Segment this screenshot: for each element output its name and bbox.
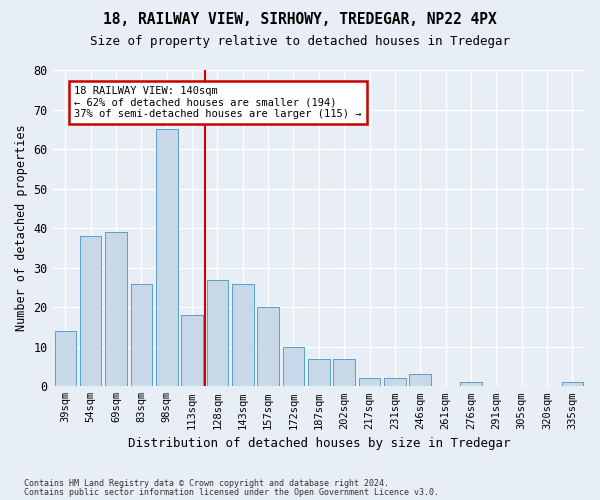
Text: 18, RAILWAY VIEW, SIRHOWY, TREDEGAR, NP22 4PX: 18, RAILWAY VIEW, SIRHOWY, TREDEGAR, NP2… — [103, 12, 497, 28]
X-axis label: Distribution of detached houses by size in Tredegar: Distribution of detached houses by size … — [128, 437, 510, 450]
Bar — [562, 382, 583, 386]
Bar — [156, 130, 178, 386]
Bar — [232, 284, 254, 387]
Bar — [105, 232, 127, 386]
Text: Size of property relative to detached houses in Tredegar: Size of property relative to detached ho… — [90, 35, 510, 48]
Bar — [334, 358, 355, 386]
Text: Contains HM Land Registry data © Crown copyright and database right 2024.: Contains HM Land Registry data © Crown c… — [24, 479, 389, 488]
Bar — [409, 374, 431, 386]
Text: 18 RAILWAY VIEW: 140sqm
← 62% of detached houses are smaller (194)
37% of semi-d: 18 RAILWAY VIEW: 140sqm ← 62% of detache… — [74, 86, 362, 119]
Bar — [308, 358, 329, 386]
Bar — [384, 378, 406, 386]
Bar — [55, 331, 76, 386]
Bar — [460, 382, 482, 386]
Bar — [283, 347, 304, 387]
Bar — [181, 315, 203, 386]
Y-axis label: Number of detached properties: Number of detached properties — [15, 125, 28, 332]
Bar — [359, 378, 380, 386]
Bar — [206, 280, 228, 386]
Bar — [80, 236, 101, 386]
Bar — [257, 307, 279, 386]
Bar — [131, 284, 152, 387]
Text: Contains public sector information licensed under the Open Government Licence v3: Contains public sector information licen… — [24, 488, 439, 497]
